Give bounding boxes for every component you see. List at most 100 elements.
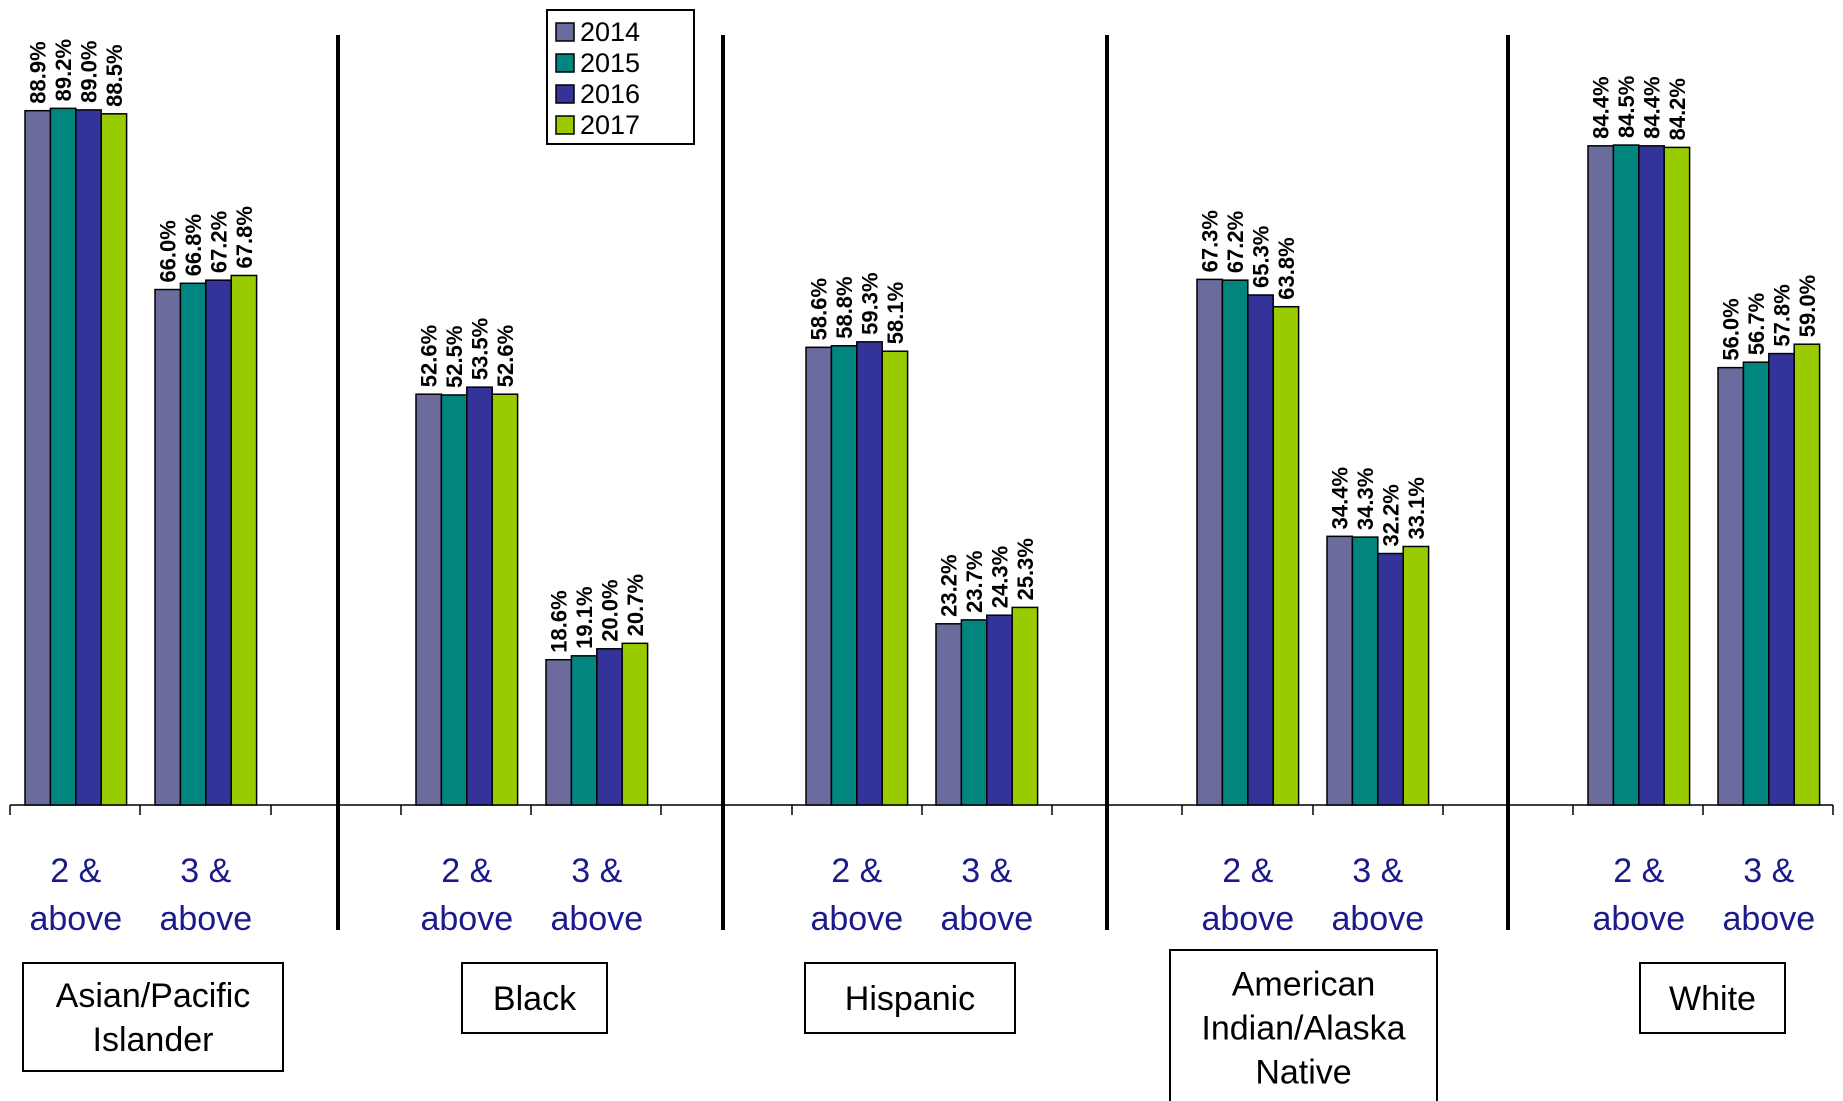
bar-2016 [986, 614, 1013, 806]
data-label: 58.8% [832, 276, 857, 338]
legend-swatch-2015 [555, 53, 575, 73]
bar-2015 [830, 345, 858, 806]
category-label: 3 & [1352, 852, 1403, 890]
bar-2016 [1247, 294, 1274, 806]
data-label: 65.3% [1249, 226, 1274, 288]
legend-swatch-2016 [555, 84, 575, 104]
data-label: 88.9% [26, 41, 51, 103]
data-label: 33.1% [1404, 477, 1429, 539]
bar-2016 [1638, 145, 1665, 806]
data-label: 84.4% [1589, 76, 1614, 138]
data-label: 67.2% [1223, 211, 1248, 273]
data-label: 67.3% [1198, 210, 1223, 272]
bar-2015 [1612, 144, 1640, 806]
bar-2015 [1742, 361, 1770, 806]
bar-2017 [100, 113, 128, 806]
bar-2016 [1768, 352, 1795, 806]
bar-2014 [415, 393, 443, 806]
bar-2017 [230, 274, 258, 806]
legend-label: 2014 [580, 17, 640, 47]
data-label: 58.6% [807, 278, 832, 340]
data-label: 23.2% [937, 554, 962, 616]
bar-2016 [205, 279, 232, 806]
bar-2015 [179, 282, 207, 806]
bar-2016 [75, 109, 102, 806]
bar-2014 [1587, 145, 1615, 806]
bar-2014 [935, 623, 963, 806]
group-label-box [1639, 962, 1786, 1034]
bar-2014 [1326, 535, 1354, 806]
category-label: above [29, 900, 122, 938]
group-label: Native [1255, 1054, 1351, 1092]
bar-2017 [491, 393, 519, 806]
data-label: 53.5% [468, 318, 493, 380]
bar-2017 [1402, 545, 1430, 806]
data-label: 20.7% [623, 574, 648, 636]
bar-2014 [1717, 366, 1745, 806]
group-label: American [1232, 966, 1376, 1004]
data-label: 59.0% [1795, 275, 1820, 337]
bar-2016 [466, 386, 493, 806]
data-label: 66.0% [156, 220, 181, 282]
bar-2017 [621, 642, 649, 806]
group-label: Asian/Pacific [56, 977, 251, 1015]
category-label: above [940, 900, 1033, 938]
category-label: above [159, 900, 252, 938]
data-label: 25.3% [1013, 538, 1038, 600]
bar-2015 [1221, 279, 1249, 806]
data-label: 58.1% [883, 282, 908, 344]
bar-2015 [960, 619, 988, 806]
group-label: Islander [93, 1021, 214, 1059]
bar-2015 [440, 394, 468, 806]
category-label: 2 & [1222, 852, 1273, 890]
category-label: above [810, 900, 903, 938]
data-label: 59.3% [858, 272, 883, 334]
group-label: Hispanic [845, 980, 975, 1018]
category-label: above [550, 900, 643, 938]
group-label-box [461, 962, 608, 1034]
legend-label: 2016 [580, 79, 640, 109]
category-label: above [1592, 900, 1685, 938]
data-label: 19.1% [572, 586, 597, 648]
bar-2015 [570, 655, 598, 806]
data-label: 56.7% [1744, 293, 1769, 355]
legend-swatch-2017 [555, 115, 575, 135]
data-label: 52.6% [417, 325, 442, 387]
bar-2017 [1793, 343, 1821, 806]
bar-2017 [881, 350, 909, 806]
bar-2017 [1272, 305, 1300, 806]
data-label: 89.0% [77, 41, 102, 103]
category-label: 2 & [50, 852, 101, 890]
data-label: 23.7% [962, 551, 987, 613]
bar-2015 [49, 107, 77, 806]
bar-2017 [1011, 606, 1039, 806]
category-label: 2 & [1613, 852, 1664, 890]
group-label: Indian/Alaska [1201, 1010, 1405, 1048]
category-label: above [1722, 900, 1815, 938]
data-label: 84.2% [1665, 78, 1690, 140]
category-label: 2 & [831, 852, 882, 890]
bar-2014 [805, 346, 833, 806]
group-label: White [1669, 980, 1756, 1018]
data-label: 56.0% [1719, 298, 1744, 360]
bar-2014 [154, 288, 182, 806]
data-label: 67.2% [207, 211, 232, 273]
data-label: 63.8% [1274, 237, 1299, 299]
group-label-box [22, 962, 284, 1072]
category-label: above [420, 900, 513, 938]
category-label: 2 & [441, 852, 492, 890]
bar-2016 [1377, 552, 1404, 806]
category-label: 3 & [571, 852, 622, 890]
group-label-box [804, 962, 1016, 1034]
data-label: 88.5% [102, 44, 127, 106]
data-label: 32.2% [1379, 484, 1404, 546]
legend-swatch-2014 [555, 22, 575, 42]
group-label-box [1169, 949, 1438, 1101]
category-label: 3 & [961, 852, 1012, 890]
category-label: 3 & [1743, 852, 1794, 890]
data-label: 84.5% [1614, 76, 1639, 138]
data-label: 66.8% [181, 214, 206, 276]
data-label: 57.8% [1770, 284, 1795, 346]
bar-2015 [1351, 536, 1379, 806]
data-label: 52.6% [493, 325, 518, 387]
